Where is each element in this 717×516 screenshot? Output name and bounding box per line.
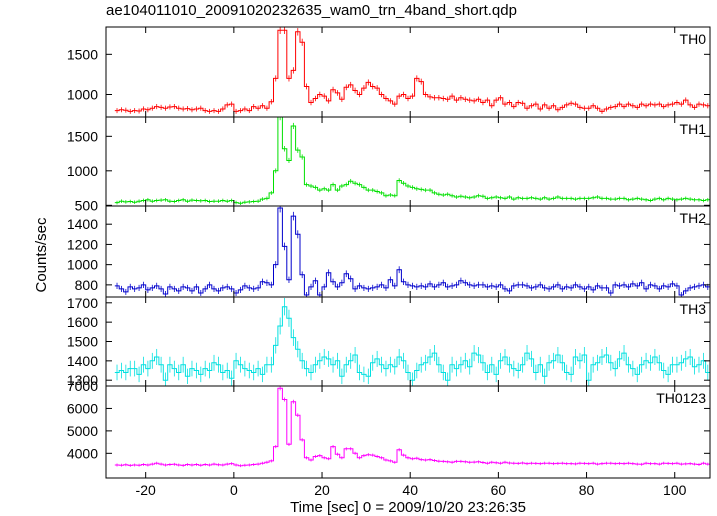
x-tick-label: 40 [402,482,418,498]
panels-layer: 1000 1500 TH0 500 1000 1500 TH1 800 1000 1200 1400… [67,26,711,479]
y-tick-label: 7000 [67,378,98,394]
x-tick-label: 80 [579,482,595,498]
series-line-th2 [114,207,710,296]
x-tick-label: 0 [230,482,238,498]
x-axis-label: Time [sec] 0 = 2009/10/20 23:26:35 [290,499,526,516]
y-tick-label: 1000 [67,87,98,103]
y-tick-label: 5000 [67,423,98,439]
y-tick-label: 1200 [67,236,98,252]
panel-label: TH2 [680,210,707,226]
y-tick-label: 1500 [67,334,98,350]
x-tick-label: 100 [663,482,687,498]
y-tick-label: 1400 [67,216,98,232]
series-line-th0123 [114,387,710,467]
y-axis-label: Counts/sec [33,217,50,293]
panel-th2: 800 1000 1200 1400 TH2 [67,205,711,298]
y-tick-label: 6000 [67,400,98,416]
y-tick-label: 800 [75,277,99,293]
y-tick-label: 1500 [67,46,98,62]
y-tick-label: 1500 [67,128,98,144]
series-line-th3 [114,306,710,381]
panel-th3: 1300 1400 1500 1600 1700 TH3 [67,295,711,388]
y-tick-label: 1000 [67,257,98,273]
panel-label: TH0123 [656,390,706,406]
y-tick-label: 1600 [67,314,98,330]
x-tick-label: -20 [136,482,156,498]
error-bars-th3 [116,297,709,386]
panel-frame [105,116,711,207]
y-tick-label: 500 [75,197,99,213]
panel-label: TH3 [680,301,707,317]
panel-th0123: 4000 5000 6000 7000 TH0123 [67,378,711,479]
error-bars-th0 [116,27,709,114]
error-bars-th0123 [116,386,709,468]
panel-label: TH1 [680,121,707,137]
y-tick-label: 4000 [67,445,98,461]
panel-frame [105,385,711,479]
y-tick-label: 1700 [67,295,98,311]
series-line-th1 [114,117,710,204]
chart-title: ae104011010_20091020232635_wam0_trn_4ban… [106,2,517,19]
y-tick-label: 1000 [67,163,98,179]
y-tick-label: 1300 [67,372,98,388]
x-tick-label: 20 [314,482,330,498]
panel-th0: 1000 1500 TH0 [67,26,711,118]
x-tick-label: 60 [491,482,507,498]
error-bars-th2 [116,206,709,297]
x-axis: -20 0 20 40 60 80 100 [136,482,687,498]
panel-th1: 500 1000 1500 TH1 [67,116,711,213]
series-line-th0 [114,29,710,112]
y-tick-label: 1400 [67,353,98,369]
panel-label: TH0 [680,31,707,47]
error-bars-th1 [116,117,709,205]
